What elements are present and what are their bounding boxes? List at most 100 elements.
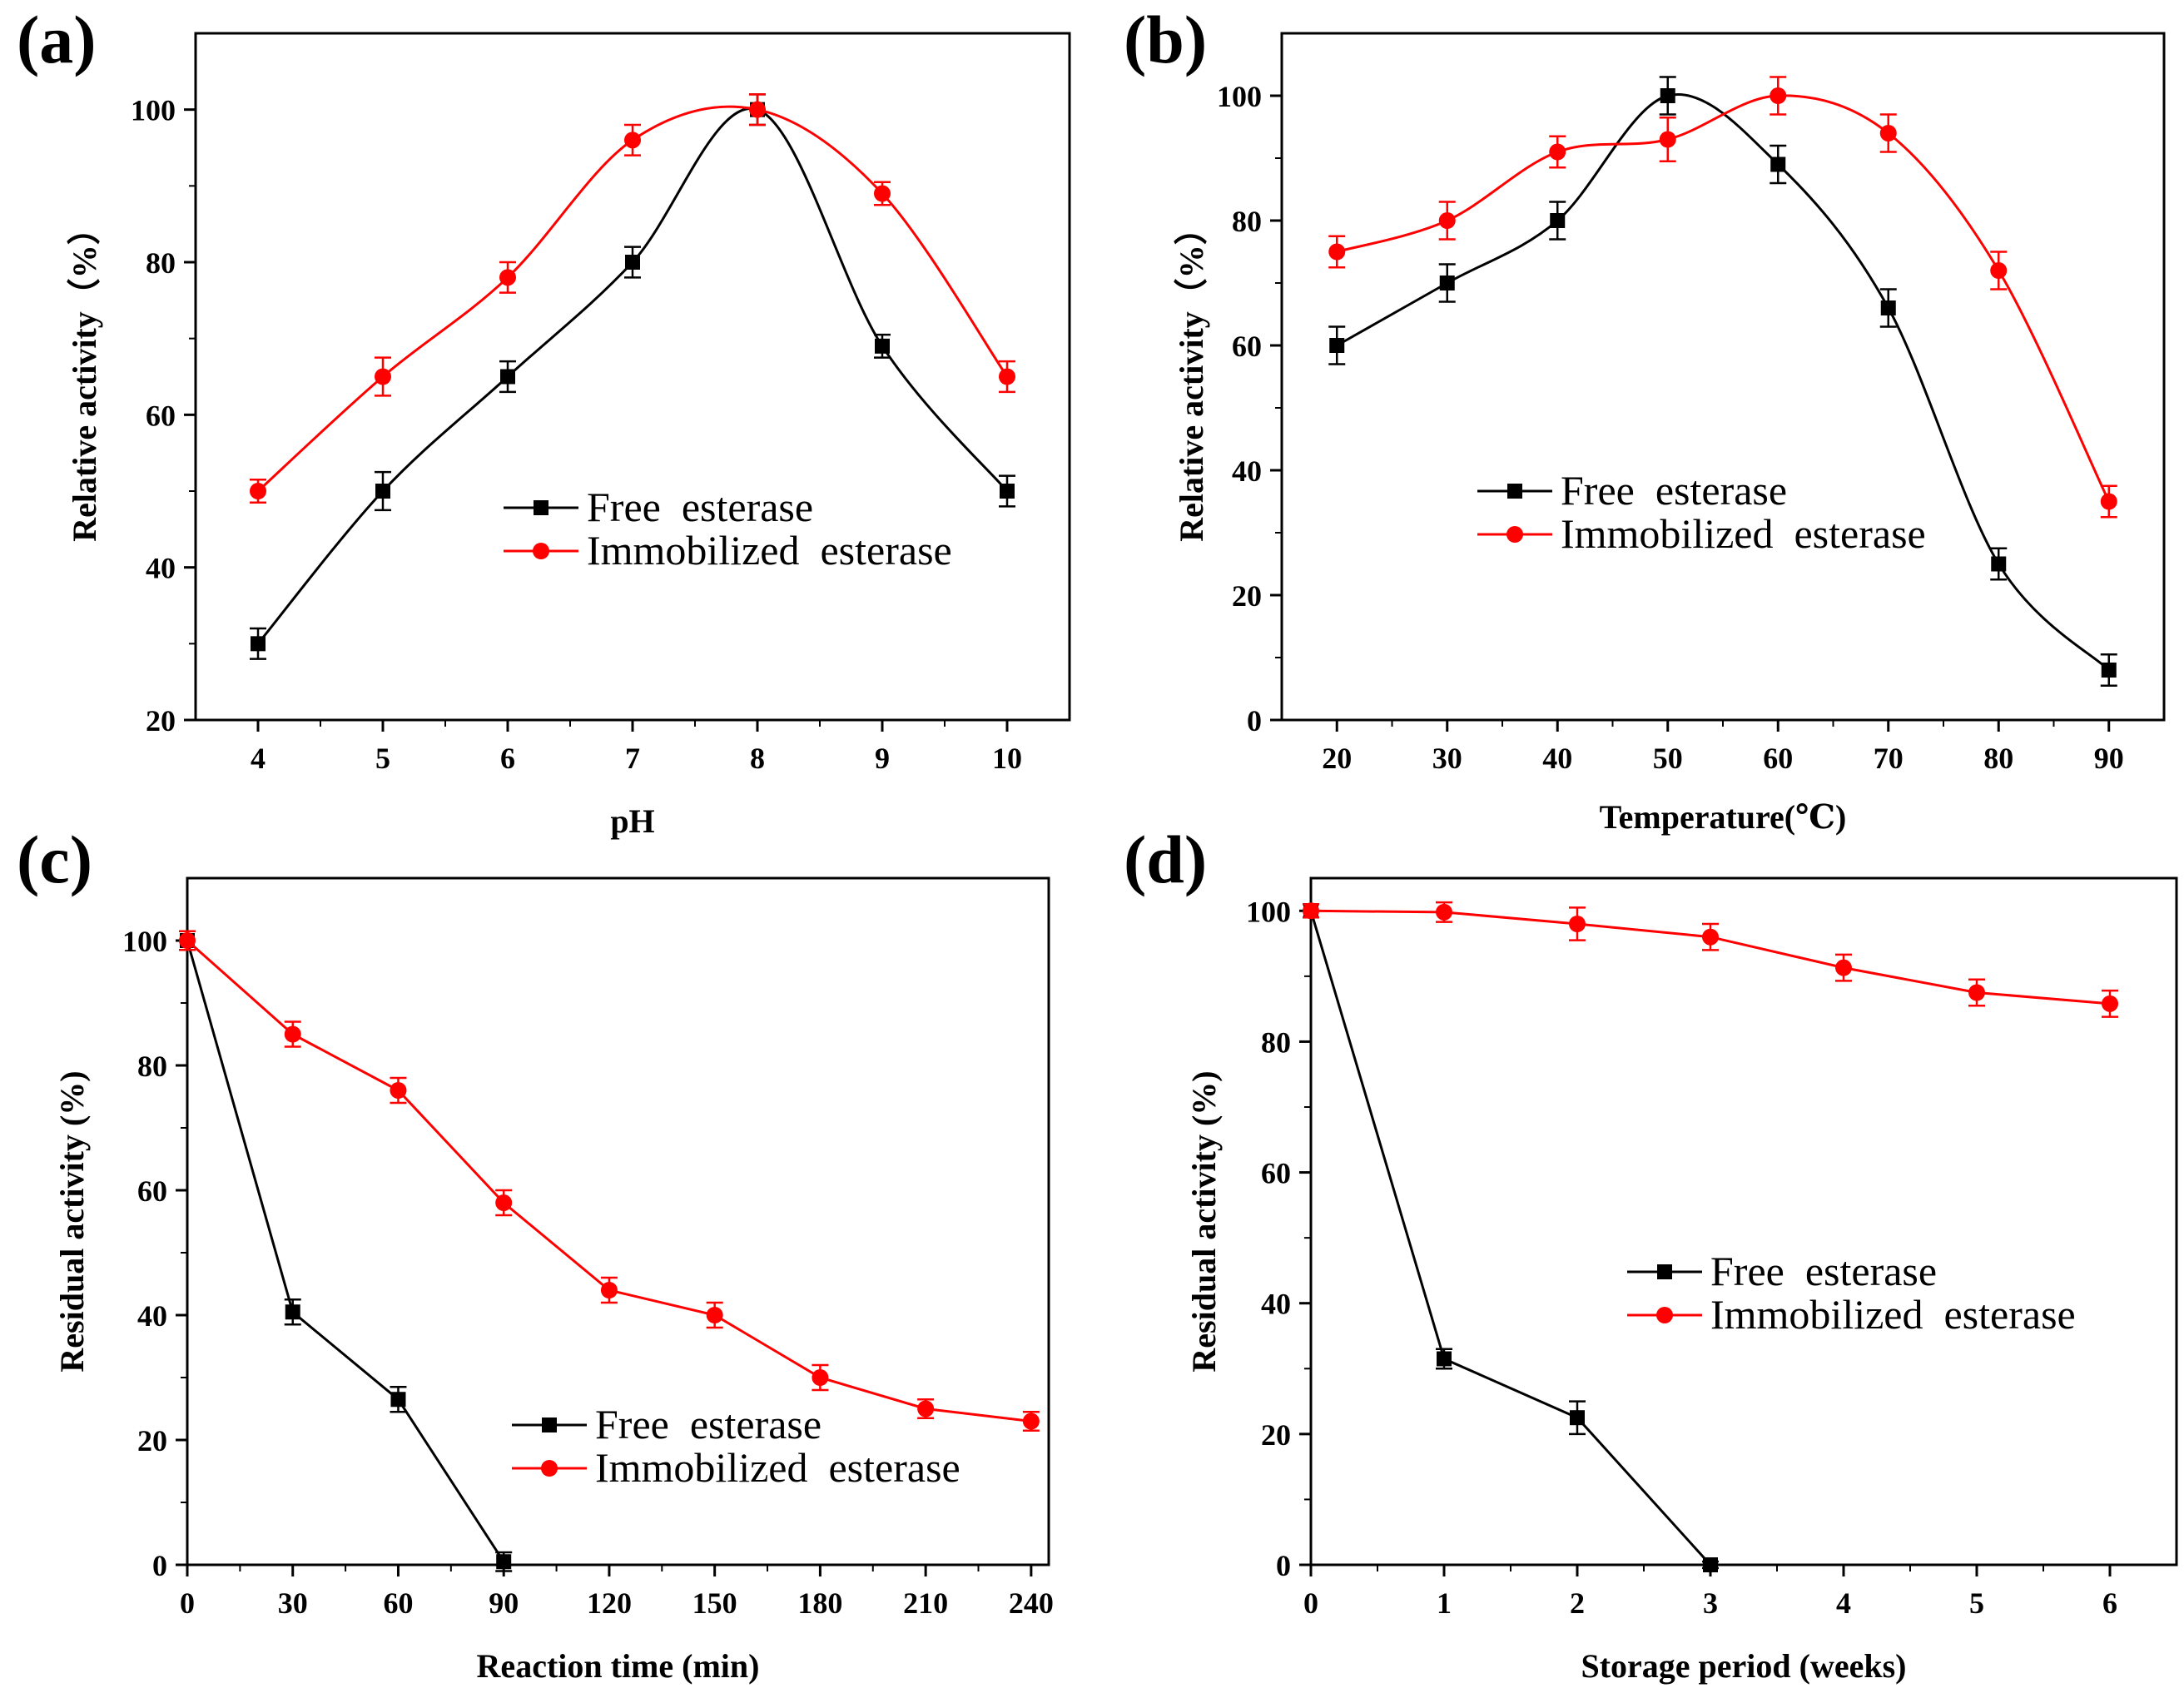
legend-marker [542, 1418, 557, 1432]
y-tick-label: 80 [146, 246, 176, 280]
y-axis-label: Residual activity (%) [1185, 1070, 1223, 1372]
y-tick-label: 0 [152, 1549, 167, 1582]
x-tick-label: 0 [180, 1586, 195, 1620]
x-tick-label: 6 [2102, 1586, 2117, 1620]
series-immobilized-esterase [250, 93, 1015, 504]
y-axis-label: Relative activity（%） [66, 211, 103, 542]
x-tick-label: 5 [375, 742, 390, 775]
x-tick-label: 120 [587, 1586, 632, 1620]
data-point [390, 1082, 407, 1099]
data-point [1000, 484, 1015, 499]
x-axis-label: Temperature(℃) [1600, 798, 1847, 836]
x-tick-label: 10 [992, 742, 1022, 775]
data-point [1880, 300, 1896, 315]
panel-letter: (d) [1124, 822, 1207, 897]
y-tick-label: 60 [1232, 330, 1262, 363]
data-point [1660, 88, 1675, 103]
chart-panel-2: (b) 20 30 40 50 60 70 80 90 0 20 40 60 80 100 Temperatu… [1124, 2, 2166, 836]
x-tick-label: 80 [1983, 742, 2013, 775]
data-point [1570, 1410, 1585, 1426]
data-point [375, 484, 390, 499]
data-point [495, 1194, 513, 1211]
data-point [624, 132, 641, 149]
x-tick-label: 5 [1969, 1586, 1984, 1620]
data-point [499, 269, 516, 286]
data-point [1550, 213, 1566, 228]
legend-label: Free esterase [587, 484, 813, 530]
legend-label: Free esterase [1561, 467, 1787, 514]
x-tick-label: 150 [692, 1586, 737, 1620]
x-tick-label: 50 [1653, 742, 1683, 775]
y-tick-label: 60 [137, 1174, 167, 1208]
x-axis-label: Storage period (weeks) [1581, 1647, 1906, 1685]
x-tick-label: 60 [383, 1586, 413, 1620]
data-point [1436, 903, 1452, 921]
legend-label: Immobilized esterase [1710, 1291, 2076, 1338]
x-tick-label: 90 [2094, 742, 2124, 775]
legend-label: Immobilized esterase [595, 1444, 960, 1491]
x-tick-label: 2 [1570, 1586, 1585, 1620]
chart-panel-3: (c) 0 30 60 90 120 150 180 210 240 0 20 40 60 80 100 Rea… [17, 822, 1054, 1685]
data-point [250, 483, 266, 499]
x-tick-label: 0 [1303, 1586, 1318, 1620]
x-tick-label: 210 [903, 1586, 948, 1620]
data-point [875, 338, 890, 354]
x-tick-label: 6 [500, 742, 515, 775]
y-tick-label: 20 [1261, 1418, 1291, 1452]
data-point [251, 636, 266, 652]
series-immobilized-esterase [179, 930, 1040, 1432]
x-tick-label: 8 [750, 742, 765, 775]
y-tick-label: 20 [137, 1424, 167, 1457]
data-point [1879, 125, 1897, 142]
data-point [1329, 338, 1345, 353]
chart-panel-1: (a) 4 5 6 7 8 9 10 20 40 60 80 100 pH Relative activit… [17, 2, 1071, 840]
series-free-esterase [179, 930, 513, 1572]
y-tick-label: 40 [137, 1299, 167, 1333]
series-immobilized-esterase [1328, 76, 2117, 519]
data-point [1437, 1351, 1452, 1367]
y-tick-label: 80 [1232, 205, 1262, 238]
x-tick-label: 180 [797, 1586, 842, 1620]
data-point [1328, 243, 1346, 261]
data-point [1991, 556, 2007, 572]
data-point [1990, 262, 2008, 279]
data-point [1770, 87, 1787, 104]
x-axis-label: Reaction time (min) [477, 1647, 760, 1685]
data-point [874, 185, 891, 202]
y-tick-label: 0 [1247, 704, 1262, 737]
legend-label: Free esterase [595, 1401, 821, 1447]
series-free-esterase [1328, 76, 2117, 687]
x-tick-label: 4 [1836, 1586, 1851, 1620]
data-point [749, 101, 766, 118]
y-tick-label: 80 [1261, 1025, 1291, 1059]
data-point [1022, 1413, 1040, 1430]
x-tick-label: 3 [1703, 1586, 1718, 1620]
y-tick-label: 100 [131, 94, 176, 127]
y-tick-label: 40 [1261, 1288, 1291, 1321]
data-point [1438, 212, 1456, 229]
data-point [1569, 916, 1586, 932]
legend-marker [533, 543, 549, 559]
data-point [179, 932, 196, 949]
y-axis-label: Relative activity（%） [1173, 211, 1210, 542]
data-point [1439, 276, 1455, 290]
x-axis-label: pH [610, 802, 654, 840]
data-point [999, 368, 1015, 385]
legend-label: Immobilized esterase [1561, 510, 1926, 557]
y-axis-label: Residual activity (%) [53, 1070, 91, 1372]
y-tick-label: 80 [137, 1050, 167, 1083]
legend-marker [534, 500, 548, 515]
data-point [1303, 902, 1319, 920]
legend-marker [541, 1460, 558, 1477]
data-point [1770, 156, 1786, 172]
data-point [1703, 1557, 1718, 1572]
data-point [812, 1369, 829, 1386]
y-tick-label: 100 [1246, 895, 1291, 928]
x-tick-label: 70 [1874, 742, 1904, 775]
series-free-esterase [250, 93, 1015, 660]
